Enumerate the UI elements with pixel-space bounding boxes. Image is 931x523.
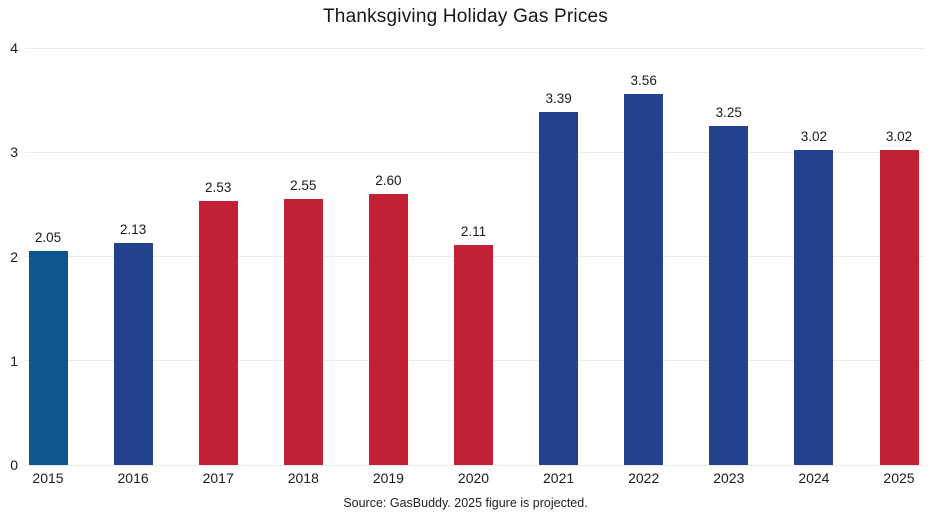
x-axis-tick-label-2025: 2025 (883, 470, 915, 486)
x-axis-tick-label-2018: 2018 (287, 470, 319, 486)
x-axis-tick-label-2023: 2023 (713, 470, 745, 486)
bar-2020 (454, 245, 493, 465)
bar-value-label-2025: 3.02 (885, 129, 913, 145)
bar-2018 (283, 199, 323, 465)
y-axis-tick-label: 4 (10, 40, 18, 56)
bar-value-label-2019: 2.60 (375, 172, 402, 188)
x-axis-tick-label-2021: 2021 (543, 470, 575, 486)
bar-2023 (709, 126, 749, 465)
x-axis-tick-label-2022: 2022 (628, 470, 660, 486)
x-axis-tick-label-2016: 2016 (117, 470, 149, 486)
gridline-y4 (25, 47, 925, 49)
bar-value-label-2023: 3.25 (715, 105, 742, 121)
bar-value-label-2024: 3.02 (800, 129, 828, 145)
bar-2024 (794, 150, 834, 465)
x-axis-tick-label-2015: 2015 (32, 470, 64, 486)
bar-value-label-2016: 2.13 (119, 221, 147, 237)
x-axis-tick-label-2020: 2020 (457, 470, 490, 486)
bar-2015 (28, 251, 68, 465)
x-axis-tick-label-2019: 2019 (372, 470, 404, 486)
y-axis-tick-label: 0 (10, 457, 18, 473)
bar-value-label-2017: 2.53 (205, 180, 232, 196)
bar-value-label-2018: 2.55 (290, 178, 317, 194)
bar-2016 (113, 242, 153, 465)
y-axis-tick-label: 3 (10, 144, 18, 161)
bar-value-label-2022: 3.56 (630, 72, 657, 88)
y-axis-tick-label: 2 (10, 248, 18, 265)
chart-title: Thanksgiving Holiday Gas Prices (323, 6, 608, 27)
x-axis-tick-label-2024: 2024 (798, 470, 830, 486)
y-axis-tick-label: 1 (10, 352, 18, 369)
bar-2017 (198, 201, 238, 465)
bar-2025 (879, 150, 919, 465)
bar-2021 (539, 111, 579, 465)
bar-2019 (368, 193, 408, 465)
bar-value-label-2020: 2.11 (460, 224, 487, 240)
gridline-y0 (25, 464, 925, 466)
x-axis-tick-label-2017: 2017 (202, 470, 234, 486)
gridline-y3 (25, 151, 925, 153)
source-note: Source: GasBuddy. 2025 figure is project… (343, 496, 588, 510)
bar-value-label-2015: 2.05 (34, 230, 62, 246)
bar-2022 (624, 93, 664, 465)
bar-value-label-2021: 3.39 (545, 90, 572, 106)
